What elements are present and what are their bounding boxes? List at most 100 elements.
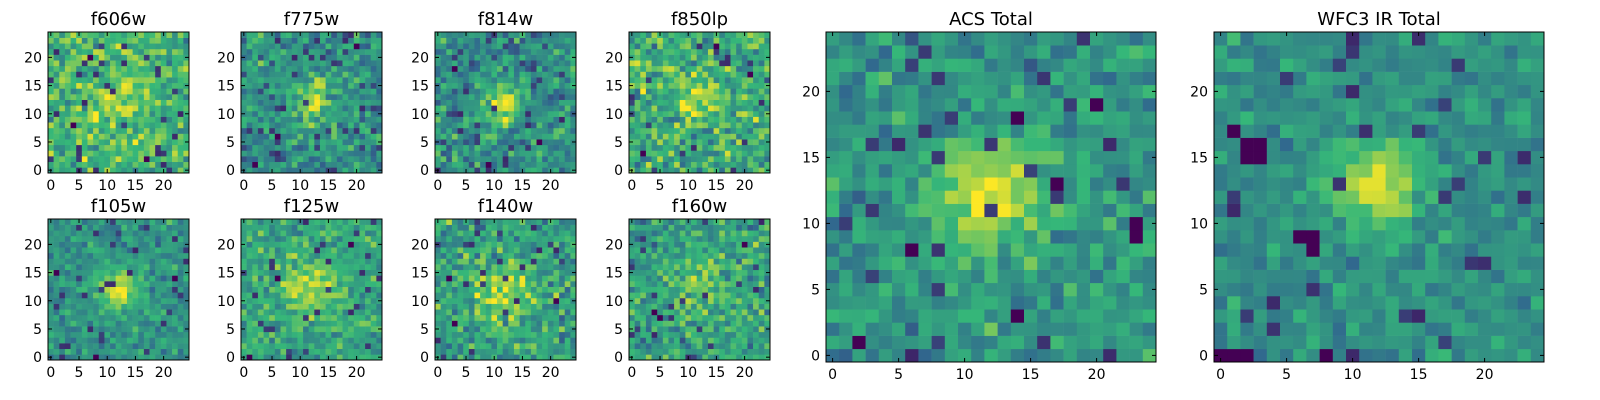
heatmap-cell (342, 264, 349, 271)
heatmap-cell (736, 133, 743, 140)
heatmap-cell (451, 105, 458, 112)
heatmap-cell (291, 65, 298, 72)
heatmap-cell (713, 161, 720, 168)
heatmap-cell (657, 139, 664, 146)
heatmap-cell (252, 241, 259, 248)
heatmap-cell (241, 127, 247, 134)
heatmap-cell (280, 314, 287, 321)
heatmap-cell (724, 54, 731, 61)
heatmap-cell (177, 331, 184, 338)
heatmap-cell (440, 99, 447, 106)
heatmap-cell (70, 88, 77, 95)
heatmap-cell (115, 337, 122, 344)
heatmap-cell (502, 252, 509, 259)
heatmap-cell (764, 309, 771, 316)
heatmap-cell (81, 331, 88, 338)
heatmap-cell (257, 82, 264, 89)
heatmap-cell (155, 156, 162, 163)
heatmap-cell (155, 150, 162, 157)
heatmap-cell (166, 144, 173, 151)
heatmap-cell (155, 241, 162, 248)
heatmap-cell (64, 127, 71, 134)
heatmap-cell (542, 133, 549, 140)
heatmap-cell (336, 258, 343, 265)
heatmap-cell (376, 105, 383, 112)
heatmap-cell (553, 230, 560, 237)
heatmap-cell (166, 224, 173, 231)
heatmap-cell (657, 82, 664, 89)
heatmap-cell (497, 343, 503, 350)
heatmap-cell (719, 326, 726, 333)
heatmap-cell (702, 269, 709, 276)
heatmap-cell (81, 292, 88, 299)
heatmap-cell (59, 116, 66, 123)
heatmap-cell (132, 77, 139, 84)
heatmap-cell (246, 224, 253, 231)
heatmap-cell (160, 65, 167, 72)
heatmap-cell (440, 326, 447, 333)
heatmap-cell (257, 235, 264, 242)
heatmap-cell (241, 286, 247, 293)
heatmap-cell (104, 269, 111, 276)
heatmap-cell (564, 60, 571, 67)
heatmap-cell (336, 269, 343, 276)
heatmap-cell (753, 167, 760, 174)
heatmap-cell (446, 354, 453, 361)
heatmap-cell (435, 48, 441, 55)
heatmap-cell (121, 224, 128, 231)
heatmap-cell (758, 343, 765, 350)
heatmap-cell (274, 71, 281, 78)
heatmap-cell (542, 241, 549, 248)
heatmap-cell (155, 331, 162, 338)
heatmap-cell (651, 161, 658, 168)
heatmap-cell (480, 281, 487, 287)
heatmap-cell (303, 144, 309, 151)
heatmap-cell (536, 326, 543, 333)
heatmap-cell (685, 326, 692, 333)
heatmap-cell (446, 116, 453, 123)
heatmap-cell (252, 32, 259, 38)
heatmap-cell (342, 54, 349, 61)
heatmap-cell (359, 286, 366, 293)
heatmap-cell (81, 88, 88, 95)
heatmap-cell (110, 286, 116, 293)
heatmap-cell (559, 43, 566, 50)
heatmap-cell (274, 82, 281, 89)
heatmap-cell (87, 116, 94, 123)
heatmap-cell (274, 167, 281, 174)
heatmap-cell (713, 37, 720, 44)
heatmap-cell (263, 292, 270, 299)
heatmap-cell (160, 71, 167, 78)
heatmap-cell (48, 224, 54, 231)
heatmap-cell (246, 110, 253, 117)
heatmap-cell (519, 71, 526, 78)
heatmap-cell (519, 269, 526, 276)
heatmap-cell (314, 110, 321, 117)
heatmap-cell (336, 343, 343, 350)
heatmap-cell (121, 235, 128, 242)
heatmap-cell (121, 297, 128, 304)
heatmap-cell (640, 303, 647, 310)
heatmap-cell (359, 343, 366, 350)
heatmap-cell (651, 43, 658, 50)
heatmap-cell (764, 71, 771, 78)
heatmap-cell (342, 292, 349, 299)
heatmap-cell (177, 54, 184, 61)
heatmap-cell (685, 54, 692, 61)
heatmap-cell (559, 105, 566, 112)
heatmap-cell (553, 286, 560, 293)
heatmap-cell (98, 54, 105, 61)
heatmap-cell (651, 71, 658, 78)
heatmap-cell (564, 314, 571, 321)
heatmap-cell (48, 286, 54, 293)
heatmap-cell (691, 88, 697, 95)
heatmap-cell (559, 224, 566, 231)
heatmap-cell (331, 292, 338, 299)
heatmap-cell (53, 343, 60, 350)
heatmap-cell (741, 326, 748, 333)
heatmap-cell (87, 127, 94, 134)
heatmap-cell (376, 65, 383, 72)
heatmap-cell (696, 88, 703, 95)
heatmap-cell (342, 224, 349, 231)
heatmap-cell (497, 156, 503, 163)
